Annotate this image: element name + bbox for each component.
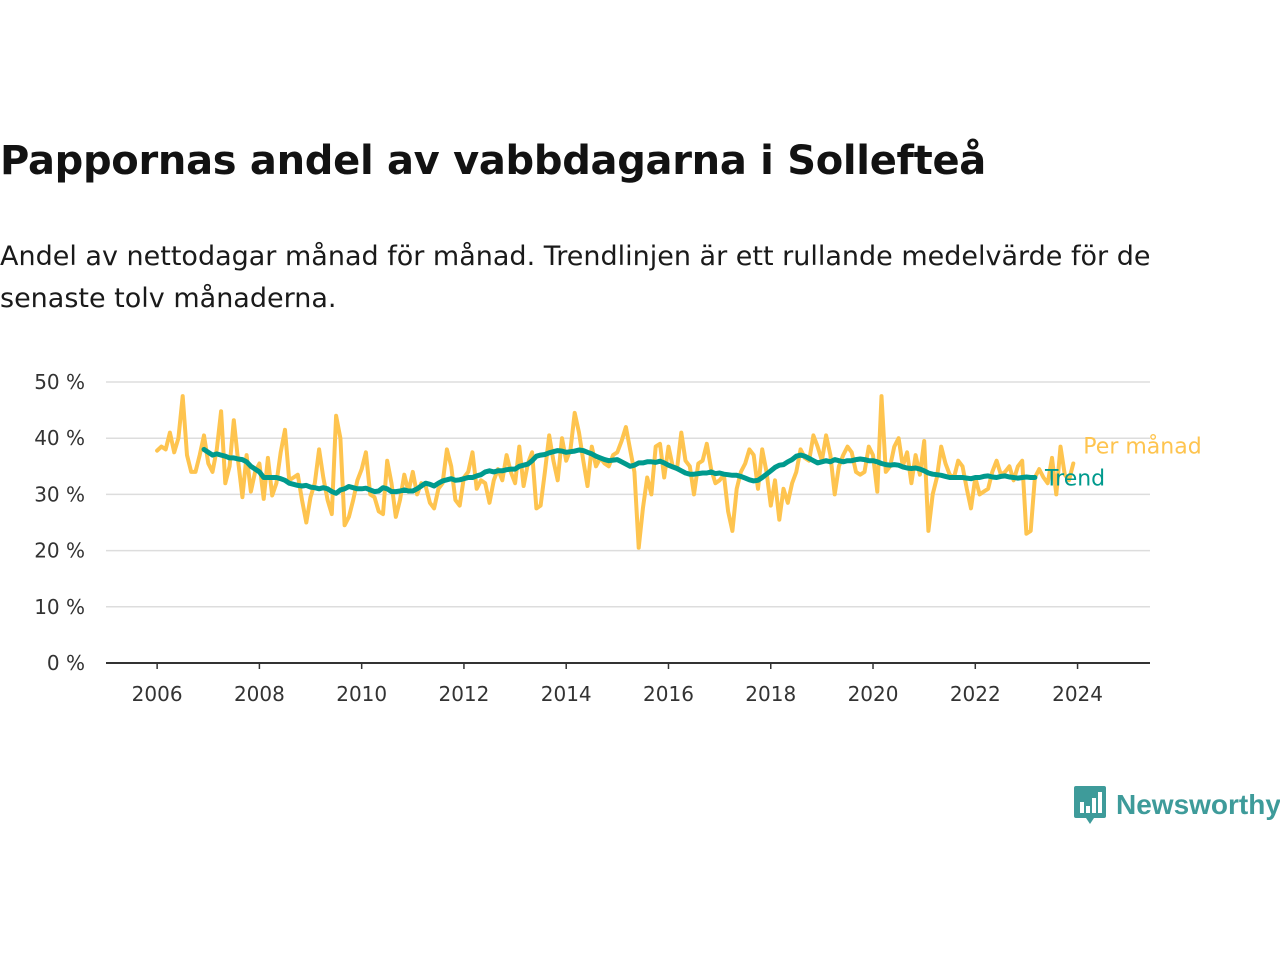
x-tick-label: 2006 [132, 682, 183, 706]
y-tick-label: 40 % [34, 426, 85, 450]
x-tick-label: 2018 [745, 682, 796, 706]
series-labels: Trend Per månad [1044, 433, 1202, 491]
chart-title: Pappornas andel av vabbdagarna i Solleft… [0, 138, 986, 184]
monthly-series-line [155, 394, 1076, 550]
chart-subtitle: Andel av nettodagar månad för månad. Tre… [0, 241, 1151, 314]
y-tick-label: 0 % [47, 651, 85, 675]
x-tick-label: 2014 [541, 682, 592, 706]
x-tick-label: 2010 [336, 682, 387, 706]
x-tick-label: 2016 [643, 682, 694, 706]
monthly-series-label: Per månad [1083, 433, 1201, 459]
gridlines [106, 381, 1150, 608]
trend-series-label: Trend [1044, 467, 1105, 492]
x-axis: 2006 2008 2010 2012 2014 2016 2018 2020 2022 2024 [106, 662, 1150, 706]
bar-chart-logo-icon [1074, 786, 1106, 824]
y-tick-label: 30 % [34, 482, 85, 506]
y-tick-label: 50 % [34, 370, 85, 394]
y-axis: 0 % 10 % 20 % 30 % 40 % 50 % [34, 370, 85, 675]
trend-series-line [201, 446, 1038, 496]
x-tick-label: 2024 [1052, 682, 1103, 706]
newsworthy-logo: Newsworthy [1072, 784, 1280, 826]
series-lines [155, 394, 1076, 550]
y-tick-label: 20 % [34, 539, 85, 563]
x-tick-label: 2020 [848, 682, 899, 706]
x-tick-label: 2008 [234, 682, 285, 706]
x-tick-label: 2012 [438, 682, 489, 706]
line-chart: 0 % 10 % 20 % 30 % 40 % 50 % 2006 2008 2010 2012… [34, 370, 1202, 706]
x-tick-label: 2022 [950, 682, 1001, 706]
brand-name: Newsworthy [1116, 789, 1280, 820]
y-tick-label: 10 % [34, 595, 85, 619]
